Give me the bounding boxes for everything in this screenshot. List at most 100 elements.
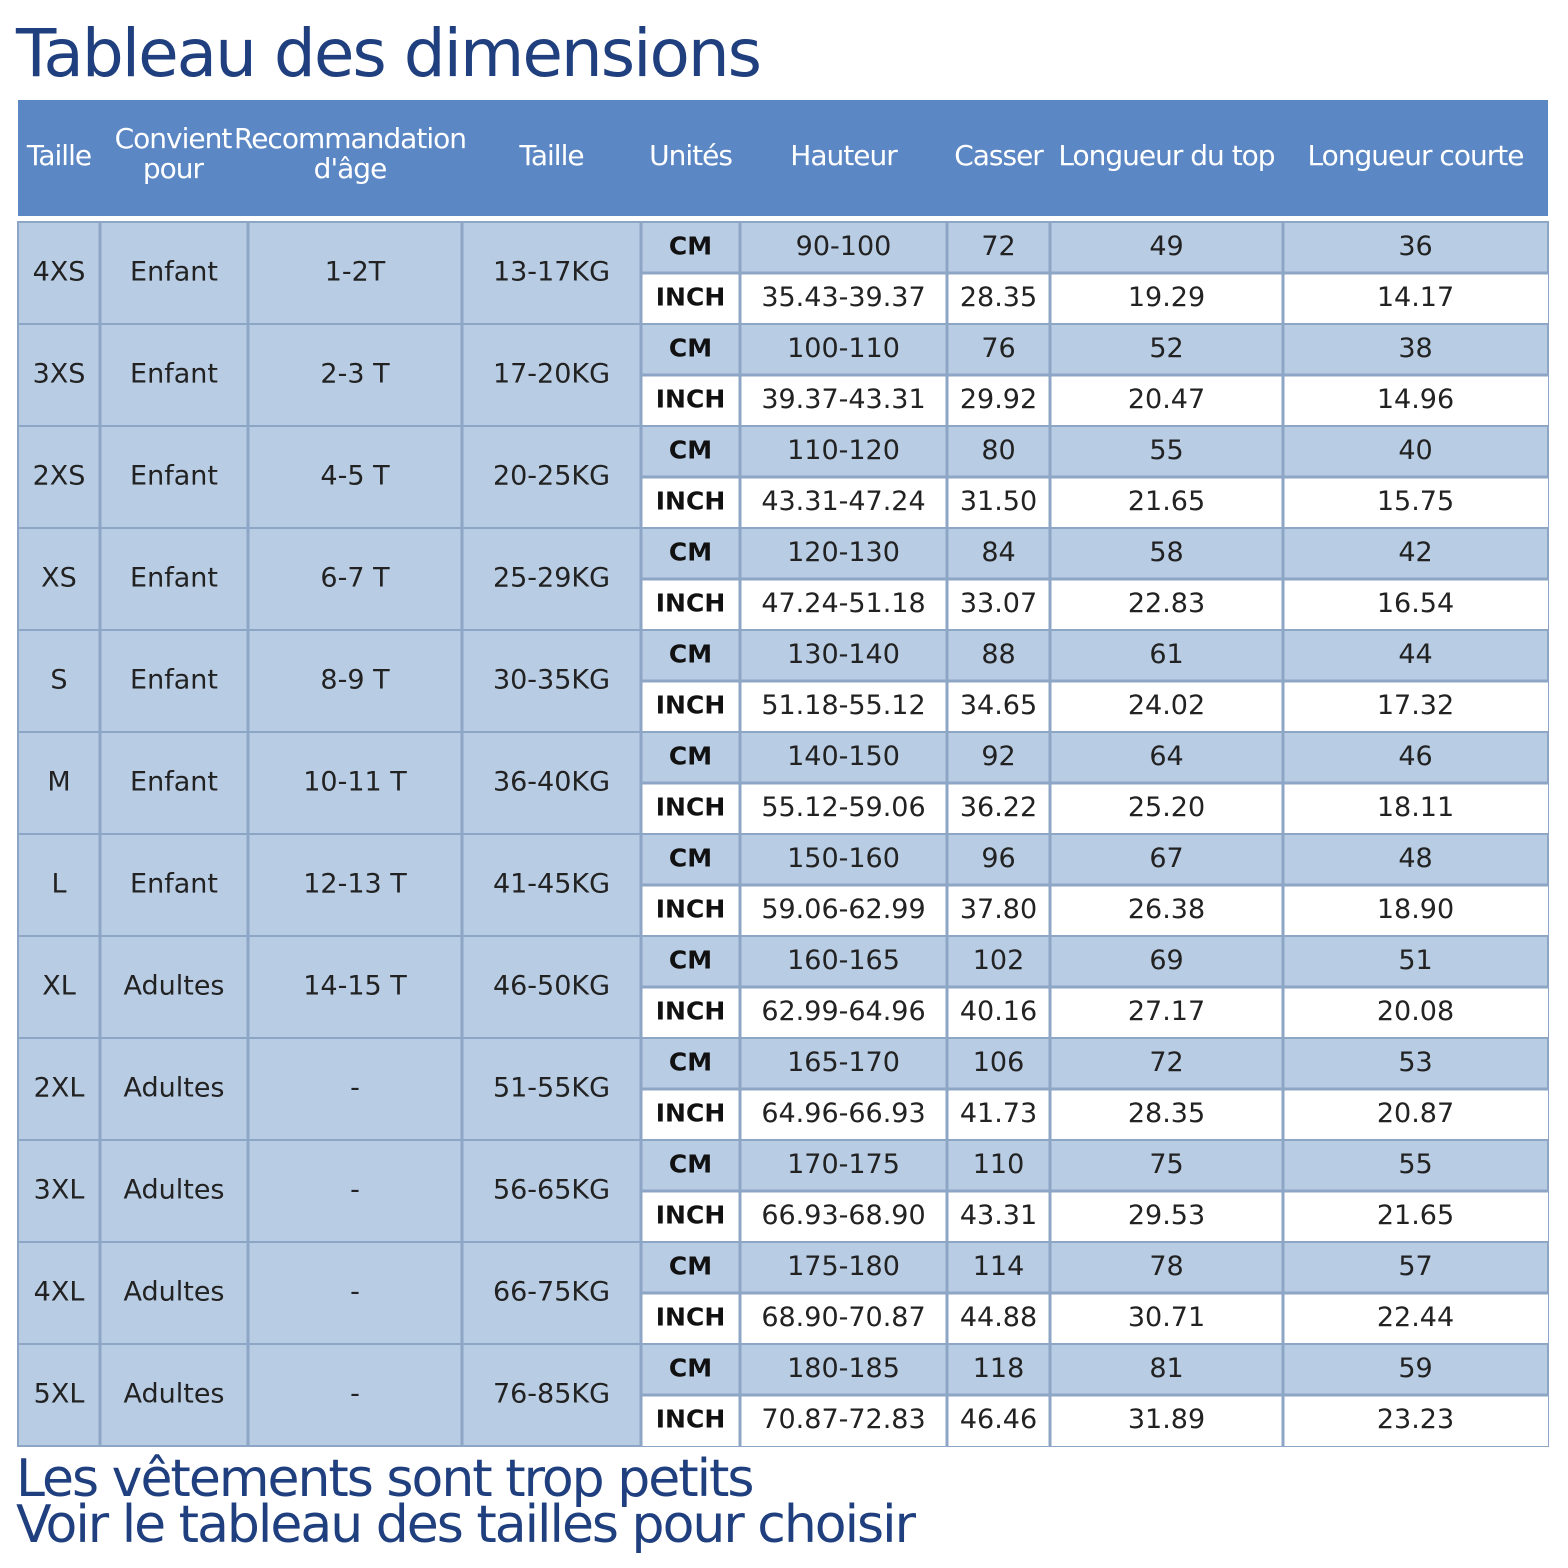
cell: 28.35	[960, 282, 1037, 313]
cell: 90-100	[796, 231, 892, 262]
cell: 46	[1398, 741, 1432, 772]
cell: Enfant	[130, 359, 218, 390]
cell: 49	[1149, 231, 1183, 262]
cell: Enfant	[130, 767, 218, 798]
cell: 5XL	[34, 1379, 85, 1410]
cell: 26.38	[1128, 894, 1205, 925]
unit-cell: CM	[669, 538, 712, 567]
cell: Enfant	[130, 869, 218, 900]
cell: Enfant	[130, 563, 218, 594]
cell: 84	[981, 537, 1015, 568]
cell: 66-75KG	[493, 1277, 610, 1308]
cell: 140-150	[787, 741, 900, 772]
cell: 38	[1398, 333, 1432, 364]
cell: 25-29KG	[493, 563, 610, 594]
cell: 17-20KG	[493, 359, 610, 390]
cell: 30.71	[1128, 1302, 1205, 1333]
cell: 25.20	[1128, 792, 1205, 823]
cell: 4XS	[33, 257, 86, 288]
inch-bg	[641, 375, 1548, 426]
cell: 2XL	[34, 1073, 85, 1104]
cell: 102	[973, 945, 1025, 976]
cell: 21.65	[1377, 1200, 1454, 1231]
cell: 18.90	[1377, 894, 1454, 925]
cell: 18.11	[1377, 792, 1454, 823]
cell: 36.22	[960, 792, 1037, 823]
unit-cell: INCH	[656, 1303, 726, 1332]
cell: L	[51, 869, 66, 900]
cell: 43.31-47.24	[761, 486, 925, 517]
unit-cell: INCH	[656, 1099, 726, 1128]
cell: XL	[42, 971, 76, 1002]
cell: 22.44	[1377, 1302, 1454, 1333]
cell: Enfant	[130, 257, 218, 288]
unit-cell: CM	[669, 232, 712, 261]
cell: 110	[973, 1149, 1025, 1180]
cell: 33.07	[960, 588, 1037, 619]
title: Tableau des dimensions	[15, 15, 760, 92]
cell: 67	[1149, 843, 1183, 874]
cell: 2XS	[33, 461, 86, 492]
cell: 21.65	[1128, 486, 1205, 517]
cell: Adultes	[123, 1277, 224, 1308]
cell: 36-40KG	[493, 767, 610, 798]
header-cell: Convient pour	[115, 122, 233, 185]
cell: 20.47	[1128, 384, 1205, 415]
cell: 150-160	[787, 843, 900, 874]
cell: -	[350, 1277, 360, 1308]
unit-cell: INCH	[656, 793, 726, 822]
header-cell: Longueur du top	[1058, 139, 1274, 172]
cell: 14.17	[1377, 282, 1454, 313]
cell: 2-3 T	[320, 359, 390, 390]
cell: 29.92	[960, 384, 1037, 415]
cell: 27.17	[1128, 996, 1205, 1027]
cell: 36	[1398, 231, 1432, 262]
inch-bg	[641, 681, 1548, 732]
cell: 40.16	[960, 996, 1037, 1027]
cell: 76	[981, 333, 1015, 364]
cell: 43.31	[960, 1200, 1037, 1231]
cell: 48	[1398, 843, 1432, 874]
cell: 3XS	[33, 359, 86, 390]
cell: 81	[1149, 1353, 1183, 1384]
inch-bg	[641, 885, 1548, 936]
inch-bg	[641, 477, 1548, 528]
cell: 106	[973, 1047, 1025, 1078]
unit-cell: CM	[669, 1150, 712, 1179]
cell: 92	[981, 741, 1015, 772]
cell: 22.83	[1128, 588, 1205, 619]
cell: 41-45KG	[493, 869, 610, 900]
cell: 165-170	[787, 1047, 900, 1078]
cell: 57	[1398, 1251, 1432, 1282]
cell: 51.18-55.12	[761, 690, 925, 721]
cell: 23.23	[1377, 1404, 1454, 1435]
cell: 39.37-43.31	[761, 384, 925, 415]
header-bg	[18, 100, 1548, 216]
cell: 44	[1398, 639, 1432, 670]
cell: 180-185	[787, 1353, 900, 1384]
cell: 13-17KG	[493, 257, 610, 288]
cell: 130-140	[787, 639, 900, 670]
cell: -	[350, 1175, 360, 1206]
cell: Adultes	[123, 1073, 224, 1104]
cell: -	[350, 1379, 360, 1410]
cell: 14-15 T	[303, 971, 407, 1002]
unit-cell: CM	[669, 1048, 712, 1077]
cell: 51-55KG	[493, 1073, 610, 1104]
cell: 14.96	[1377, 384, 1454, 415]
cell: 4-5 T	[320, 461, 390, 492]
cell: 1-2T	[325, 257, 386, 288]
header-cell: Casser	[954, 139, 1044, 172]
cell: 20-25KG	[493, 461, 610, 492]
cell: 58	[1149, 537, 1183, 568]
cell: 53	[1398, 1047, 1432, 1078]
unit-cell: INCH	[656, 997, 726, 1026]
inch-bg	[641, 1395, 1548, 1446]
inch-bg	[641, 783, 1548, 834]
cell: 62.99-64.96	[761, 996, 925, 1027]
cell: 61	[1149, 639, 1183, 670]
cell: 8-9 T	[320, 665, 390, 696]
unit-cell: INCH	[656, 691, 726, 720]
inch-bg	[641, 987, 1548, 1038]
